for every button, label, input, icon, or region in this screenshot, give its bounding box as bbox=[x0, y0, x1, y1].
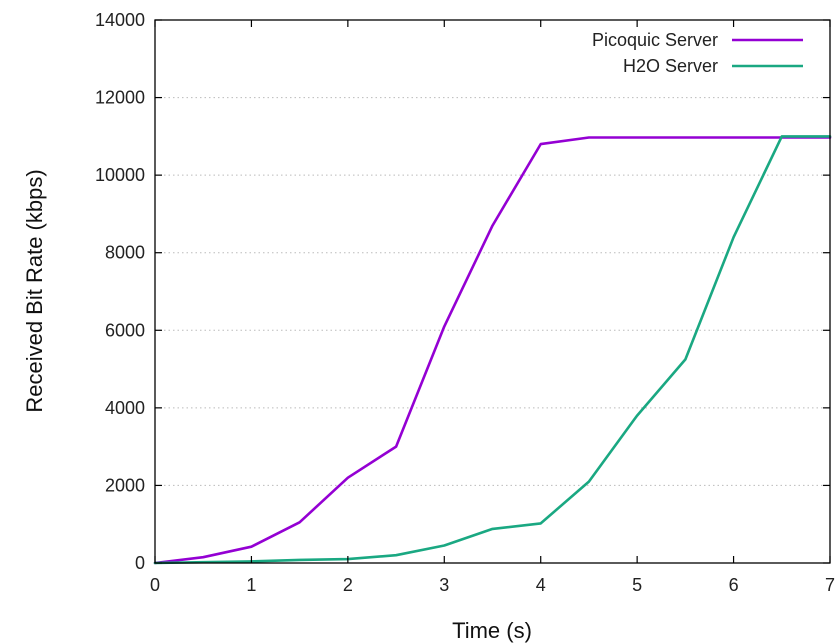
grid-lines bbox=[155, 97, 830, 486]
legend: Picoquic Server H2O Server bbox=[592, 30, 803, 76]
plot-series bbox=[153, 135, 832, 565]
axis-ticks: 0 2000 4000 6000 8000 10000 12000 14000 0 1 2 3 4 5 6 7 bbox=[95, 10, 835, 595]
series-line-h2o-server bbox=[153, 135, 832, 565]
y-tick-label: 14000 bbox=[95, 10, 145, 30]
x-tick-label: 2 bbox=[343, 575, 353, 595]
x-tick-label: 6 bbox=[729, 575, 739, 595]
series-line-picoquic-server bbox=[153, 136, 832, 565]
x-tick-label: 3 bbox=[439, 575, 449, 595]
y-tick-label: 12000 bbox=[95, 88, 145, 108]
plot-frame bbox=[154, 19, 831, 564]
y-tick-label: 2000 bbox=[105, 475, 145, 495]
x-axis-title: Time (s) bbox=[452, 618, 532, 643]
legend-label: H2O Server bbox=[623, 56, 718, 76]
x-tick-label: 4 bbox=[536, 575, 546, 595]
y-tick-label: 0 bbox=[135, 553, 145, 573]
y-tick-label: 8000 bbox=[105, 243, 145, 263]
x-tick-label: 1 bbox=[246, 575, 256, 595]
y-axis-title: Received Bit Rate (kbps) bbox=[22, 169, 47, 412]
x-tick-label: 7 bbox=[825, 575, 835, 595]
x-tick-label: 5 bbox=[632, 575, 642, 595]
y-tick-label: 6000 bbox=[105, 320, 145, 340]
y-tick-label: 4000 bbox=[105, 398, 145, 418]
legend-label: Picoquic Server bbox=[592, 30, 718, 50]
x-tick-label: 0 bbox=[150, 575, 160, 595]
y-tick-label: 10000 bbox=[95, 165, 145, 185]
